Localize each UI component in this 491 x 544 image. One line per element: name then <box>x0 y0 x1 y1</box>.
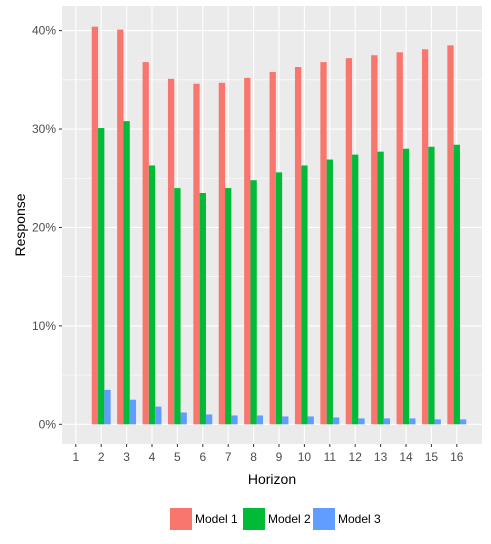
bar <box>250 180 257 425</box>
bar <box>409 418 416 425</box>
x-tick-label: 13 <box>374 450 388 464</box>
bar <box>193 83 200 425</box>
bar <box>320 62 327 425</box>
x-tick-label: 14 <box>399 450 413 464</box>
bar <box>434 419 441 425</box>
bar <box>294 67 302 425</box>
y-axis-title: Response <box>12 193 28 256</box>
x-tick-label: 1 <box>72 450 79 464</box>
x-tick-label: 4 <box>149 450 156 464</box>
bar <box>218 82 226 425</box>
bar <box>104 389 111 425</box>
bar <box>199 193 206 425</box>
bar <box>91 26 99 425</box>
legend-label: Model 3 <box>338 512 381 526</box>
x-tick-label: 2 <box>98 450 105 464</box>
x-tick-label: 8 <box>250 450 257 464</box>
bar <box>332 417 340 425</box>
bar <box>421 49 429 425</box>
y-tick-label: 30% <box>32 122 56 136</box>
bar <box>244 77 251 425</box>
bar <box>453 144 460 425</box>
y-tick-label: 10% <box>32 319 56 333</box>
bar <box>326 159 333 425</box>
bar <box>301 165 308 425</box>
bars-group <box>91 26 467 425</box>
x-tick-label: 16 <box>450 450 464 464</box>
bar <box>180 412 187 425</box>
bar <box>383 418 391 425</box>
bar <box>307 416 314 425</box>
bar <box>155 406 162 425</box>
bar <box>396 52 403 425</box>
legend-key <box>170 508 192 530</box>
bar <box>282 416 289 425</box>
bar <box>269 71 276 425</box>
x-tick-label: 15 <box>425 450 439 464</box>
bar <box>428 146 435 425</box>
bar <box>231 415 238 425</box>
x-tick-label: 7 <box>225 450 232 464</box>
legend-key <box>313 508 335 530</box>
bar <box>205 414 213 425</box>
x-tick-label: 6 <box>199 450 206 464</box>
bar <box>275 172 283 425</box>
bar <box>377 151 384 425</box>
bar <box>459 419 467 425</box>
x-axis-ticks: 1 2 3 4 5 6 7 8 9 10 11 12 13 14 15 16 <box>72 444 464 464</box>
x-axis-title: Horizon <box>248 471 296 487</box>
bar <box>358 418 365 425</box>
legend: Model 1 Model 2 Model 3 <box>170 508 381 530</box>
x-tick-label: 10 <box>298 450 312 464</box>
bar <box>117 29 124 425</box>
bar <box>174 188 181 425</box>
y-tick-label: 20% <box>32 220 56 234</box>
x-tick-label: 11 <box>324 450 337 464</box>
bar <box>129 399 137 425</box>
x-tick-label: 9 <box>276 450 283 464</box>
bar <box>345 58 353 425</box>
bar <box>402 148 410 425</box>
legend-key <box>243 508 265 530</box>
x-tick-label: 12 <box>349 450 363 464</box>
bar <box>256 415 264 425</box>
bar <box>167 78 175 425</box>
legend-label: Model 2 <box>268 512 311 526</box>
x-tick-label: 3 <box>123 450 130 464</box>
bar <box>123 121 130 425</box>
x-tick-label: 5 <box>174 450 181 464</box>
bar <box>142 62 149 425</box>
y-tick-label: 0% <box>39 417 57 431</box>
bar <box>225 188 232 425</box>
legend-label: Model 1 <box>195 512 238 526</box>
bar <box>98 128 105 425</box>
y-tick-label: 40% <box>32 24 56 38</box>
bar <box>371 55 378 425</box>
bar <box>148 165 156 425</box>
bar <box>447 45 454 425</box>
bar <box>352 154 359 425</box>
y-axis-ticks: 0% 10% 20% 30% 40% <box>32 24 62 431</box>
